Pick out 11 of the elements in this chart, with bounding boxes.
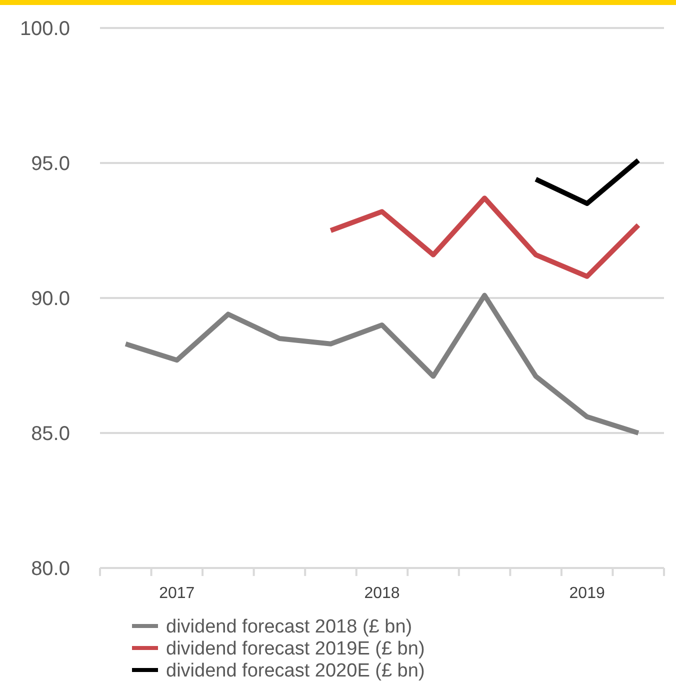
y-tick-label: 100.0 [20,18,70,40]
y-tick-label: 95.0 [31,153,70,175]
legend-label: dividend forecast 2020E (£ bn) [166,660,425,682]
y-tick-label: 80.0 [31,558,70,580]
legend-label: dividend forecast 2018 (£ bn) [166,616,412,638]
x-tick-label: 2018 [364,585,400,602]
x-tick-label: 2019 [569,585,605,602]
x-tick-label: 2017 [159,585,195,602]
y-tick-label: 85.0 [31,423,70,445]
legend-label: dividend forecast 2019E (£ bn) [166,638,425,660]
y-tick-label: 90.0 [31,288,70,310]
